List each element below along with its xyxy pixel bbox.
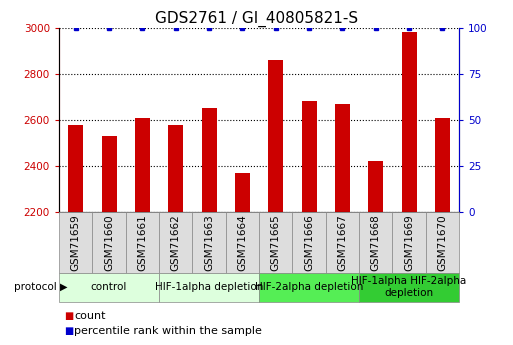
Text: protocol: protocol (14, 282, 56, 292)
Text: GSM71661: GSM71661 (137, 214, 147, 271)
Text: GDS2761 / GI_40805821-S: GDS2761 / GI_40805821-S (155, 10, 358, 27)
Bar (126, 212, 159, 273)
Bar (259, 212, 292, 273)
Bar (268, 60, 283, 212)
Bar (235, 173, 250, 212)
Text: GSM71670: GSM71670 (438, 214, 447, 271)
Text: ■: ■ (64, 311, 73, 321)
Bar (92, 212, 126, 273)
Text: GSM71668: GSM71668 (371, 214, 381, 271)
Bar (359, 212, 392, 273)
Text: HIF-2alpha depletion: HIF-2alpha depletion (255, 282, 363, 292)
Text: GSM71660: GSM71660 (104, 214, 114, 271)
Bar (59, 212, 92, 273)
Bar (135, 118, 150, 212)
Bar (202, 108, 216, 212)
Bar (326, 212, 359, 273)
Bar (302, 101, 317, 212)
Text: HIF-1alpha HIF-2alpha
depletion: HIF-1alpha HIF-2alpha depletion (351, 276, 467, 298)
Bar (226, 212, 259, 273)
Bar (435, 118, 450, 212)
Text: GSM71662: GSM71662 (171, 214, 181, 271)
Text: GSM71664: GSM71664 (238, 214, 247, 271)
Bar (159, 273, 259, 302)
Text: ▶: ▶ (60, 282, 68, 292)
Bar (335, 104, 350, 212)
Text: GSM71666: GSM71666 (304, 214, 314, 271)
Text: GSM71659: GSM71659 (71, 214, 81, 271)
Text: GSM71665: GSM71665 (271, 214, 281, 271)
Bar (426, 212, 459, 273)
Text: GSM71667: GSM71667 (338, 214, 347, 271)
Bar (392, 212, 426, 273)
Bar (402, 32, 417, 212)
Text: HIF-1alpha depletion: HIF-1alpha depletion (155, 282, 263, 292)
Text: control: control (91, 282, 127, 292)
Text: ■: ■ (64, 326, 73, 336)
Text: count: count (74, 311, 106, 321)
Bar (159, 212, 192, 273)
Bar (68, 125, 83, 212)
Text: GSM71669: GSM71669 (404, 214, 414, 271)
Bar (368, 161, 383, 212)
Bar (192, 212, 226, 273)
Bar (359, 273, 459, 302)
Bar (59, 273, 159, 302)
Text: percentile rank within the sample: percentile rank within the sample (74, 326, 262, 336)
Bar (259, 273, 359, 302)
Text: GSM71663: GSM71663 (204, 214, 214, 271)
Bar (168, 125, 183, 212)
Bar (292, 212, 326, 273)
Bar (102, 136, 116, 212)
